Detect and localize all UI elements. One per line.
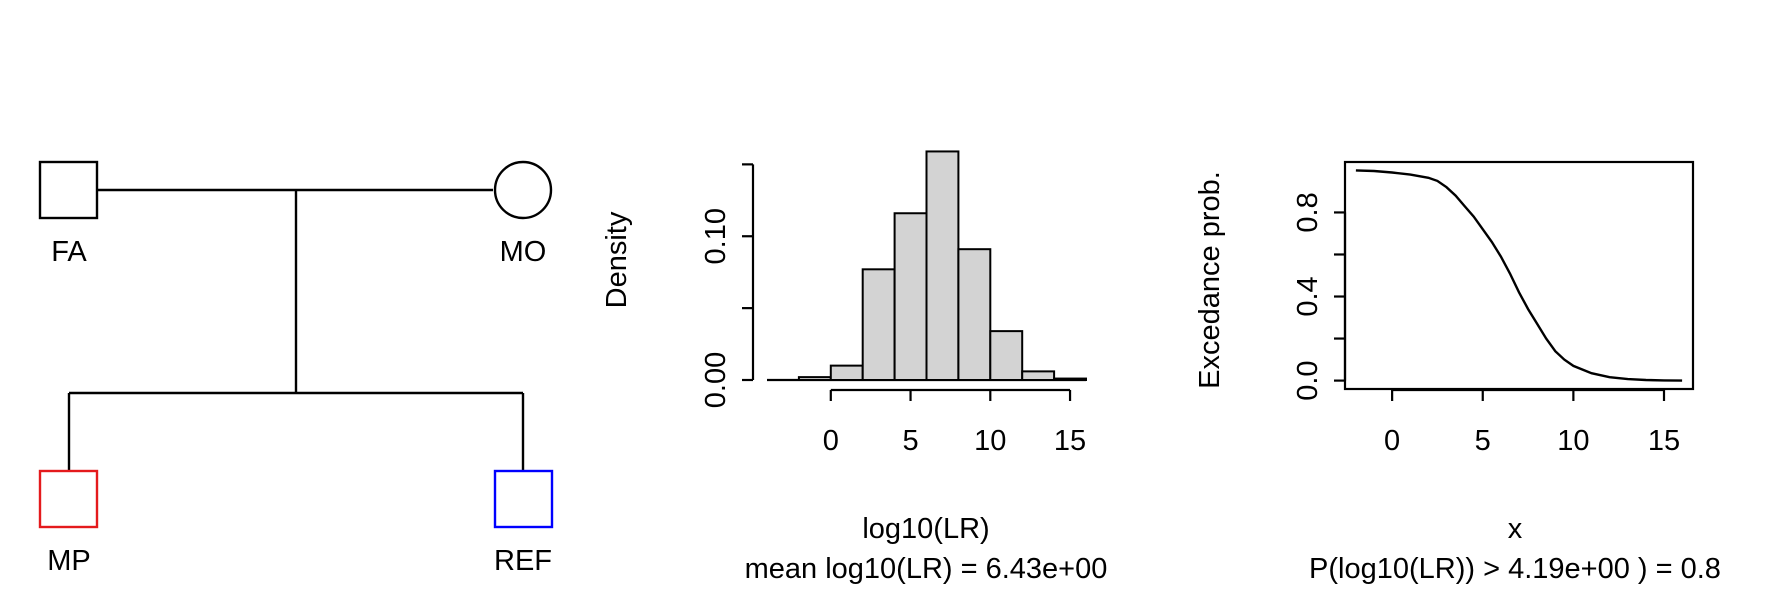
exceedance-x-tick-label: 5 xyxy=(1475,425,1491,457)
histogram-bar xyxy=(957,248,992,381)
histogram-x-tick-label: 5 xyxy=(902,425,918,457)
individual-mo-symbol[interactable] xyxy=(493,160,553,220)
histogram-bar xyxy=(925,150,960,381)
exceedance-curve xyxy=(1355,169,1683,382)
exceedance-y-tick-label: 0.8 xyxy=(1292,192,1324,232)
individual-mp-label: MP xyxy=(47,545,91,577)
exceedance-x-axis-label: x xyxy=(1508,513,1523,545)
individual-fa-label: FA xyxy=(51,236,87,268)
exceedance-x-ticks: 0 5 10 15 xyxy=(1384,390,1680,457)
histogram-bar xyxy=(861,268,896,381)
histogram-bar xyxy=(989,330,1024,381)
exceedance-x-tick-label: 10 xyxy=(1557,425,1589,457)
histogram-y-tick-label: 0.00 xyxy=(700,352,732,408)
histogram-y-axis-label: Density xyxy=(601,211,633,308)
exceedance-panel: 0 5 10 15 0.0 0.4 0.8 Excedance prob. x P(log… xyxy=(1194,160,1721,585)
histogram-x-tick-label: 10 xyxy=(974,425,1006,457)
histogram-x-tick-label: 0 xyxy=(823,425,839,457)
histogram-bars xyxy=(797,150,1087,381)
exceedance-subtitle: P(log10(LR)) > 4.19e+00 ) = 0.8 xyxy=(1309,553,1721,585)
individual-mp-symbol[interactable] xyxy=(38,469,99,529)
individual-ref-label: REF xyxy=(494,545,552,577)
histogram-x-tick-label: 15 xyxy=(1054,425,1086,457)
individual-ref-symbol[interactable] xyxy=(493,469,554,529)
histogram-subtitle: mean log10(LR) = 6.43e+00 xyxy=(745,553,1108,585)
histogram-panel: 0 5 10 15 0.00 0.10 Density log10(LR) mean l… xyxy=(601,150,1108,585)
histogram-bar xyxy=(829,364,864,381)
exceedance-x-tick-label: 15 xyxy=(1648,425,1680,457)
histogram-x-ticks: 0 5 10 15 xyxy=(823,390,1086,457)
exceedance-plot-box xyxy=(1343,160,1695,391)
histogram-bar xyxy=(1053,377,1087,381)
exceedance-y-ticks: 0.0 0.4 0.8 xyxy=(1292,192,1345,401)
histogram-x-axis-label: log10(LR) xyxy=(862,513,989,545)
histogram-y-ticks: 0.00 0.10 xyxy=(700,163,753,408)
histogram-y-tick-label: 0.10 xyxy=(700,208,732,264)
pedigree-panel: FA MO MP REF xyxy=(38,160,554,577)
histogram-bar xyxy=(893,212,928,381)
exceedance-y-tick-label: 0.4 xyxy=(1292,276,1324,316)
exceedance-x-tick-label: 0 xyxy=(1384,425,1400,457)
individual-fa-symbol[interactable] xyxy=(38,160,99,220)
exceedance-y-tick-label: 0.0 xyxy=(1292,360,1324,400)
histogram-bar xyxy=(1021,370,1056,381)
exceedance-y-axis-label: Excedance prob. xyxy=(1194,171,1226,389)
individual-mo-label: MO xyxy=(500,236,547,268)
histogram-bar xyxy=(797,376,832,381)
